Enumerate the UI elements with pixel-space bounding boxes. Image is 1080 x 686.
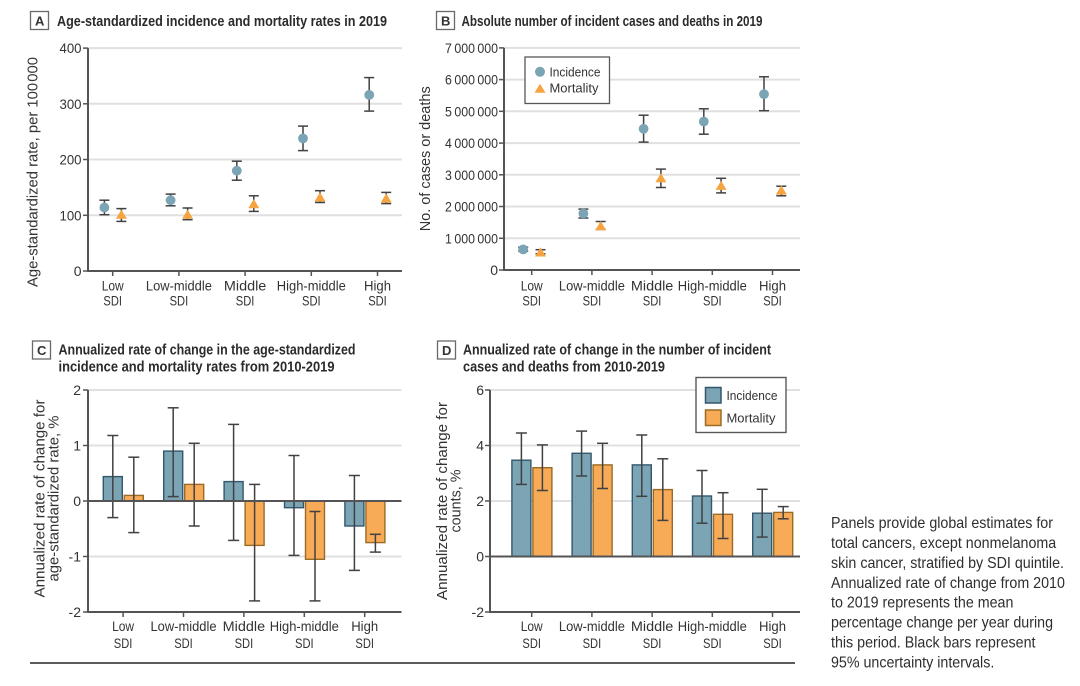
svg-text:Incidence: Incidence: [550, 64, 601, 79]
svg-text:SDI: SDI: [174, 635, 193, 651]
svg-text:this period. Black bars repres: this period. Black bars represent: [831, 635, 1036, 652]
svg-text:Annualized rate of change in t: Annualized rate of change in the age-sta…: [59, 342, 356, 359]
svg-text:B: B: [441, 13, 450, 28]
svg-text:SDI: SDI: [355, 635, 374, 651]
svg-text:SDI: SDI: [703, 292, 722, 308]
svg-text:-1: -1: [69, 549, 82, 565]
svg-text:300: 300: [60, 96, 82, 112]
svg-text:2: 2: [73, 382, 81, 398]
svg-text:Panels provide global estimate: Panels provide global estimates for: [831, 515, 1053, 532]
svg-text:SDI: SDI: [522, 292, 541, 308]
svg-text:Absolute number of incident ca: Absolute number of incident cases and de…: [462, 13, 763, 30]
svg-text:SDI: SDI: [703, 635, 722, 651]
svg-text:4 000 000: 4 000 000: [445, 135, 498, 151]
svg-text:High: High: [759, 278, 786, 294]
svg-text:100: 100: [60, 207, 82, 223]
svg-text:95% uncertainty intervals.: 95% uncertainty intervals.: [831, 654, 994, 671]
svg-text:1: 1: [73, 438, 81, 454]
svg-text:SDI: SDI: [103, 292, 122, 308]
svg-text:Low: Low: [112, 618, 135, 634]
svg-text:Middle: Middle: [223, 618, 266, 634]
svg-text:High: High: [351, 618, 378, 634]
svg-text:SDI: SDI: [643, 635, 662, 651]
svg-text:Mortality: Mortality: [727, 410, 776, 425]
svg-text:-2: -2: [472, 604, 485, 620]
svg-text:Low-middle: Low-middle: [151, 618, 217, 634]
svg-text:Low: Low: [102, 278, 125, 294]
svg-text:SDI: SDI: [643, 292, 662, 308]
svg-text:High-middle: High-middle: [678, 618, 747, 634]
svg-text:1 000 000: 1 000 000: [445, 230, 498, 246]
svg-text:SDI: SDI: [522, 635, 541, 651]
svg-text:5 000 000: 5 000 000: [445, 103, 498, 119]
svg-text:0: 0: [73, 493, 81, 509]
svg-text:cases and deaths from 2010-201: cases and deaths from 2010-2019: [463, 359, 665, 376]
svg-text:counts, %: counts, %: [448, 470, 465, 533]
svg-text:Middle: Middle: [631, 618, 674, 634]
svg-text:No. of cases or deaths: No. of cases or deaths: [417, 86, 434, 231]
svg-text:Low-middle: Low-middle: [146, 278, 212, 294]
svg-text:SDI: SDI: [583, 292, 602, 308]
svg-text:Low-middle: Low-middle: [559, 278, 625, 294]
svg-text:2: 2: [476, 493, 484, 509]
svg-text:SDI: SDI: [170, 292, 189, 308]
svg-text:Annualized rate of change in t: Annualized rate of change in the number …: [463, 342, 771, 359]
svg-text:SDI: SDI: [236, 292, 255, 308]
svg-text:High-middle: High-middle: [678, 278, 747, 294]
svg-text:total cancers, except nonmelan: total cancers, except nonmelanoma: [831, 535, 1056, 552]
svg-text:percentage change per year dur: percentage change per year during: [831, 615, 1053, 632]
svg-text:Middle: Middle: [224, 278, 267, 294]
svg-text:SDI: SDI: [302, 292, 321, 308]
svg-text:D: D: [442, 343, 451, 358]
svg-text:SDI: SDI: [583, 635, 602, 651]
svg-text:High: High: [759, 618, 786, 634]
svg-text:Middle: Middle: [631, 278, 674, 294]
svg-text:Mortality: Mortality: [550, 81, 599, 96]
svg-text:skin cancer, stratified by SDI: skin cancer, stratified by SDI quintile.: [831, 555, 1064, 572]
svg-text:Annualized rate of change for: Annualized rate of change for: [434, 402, 451, 600]
svg-text:0: 0: [490, 262, 498, 278]
svg-text:0: 0: [476, 549, 484, 565]
svg-text:Low-middle: Low-middle: [559, 618, 625, 634]
svg-text:0: 0: [74, 263, 82, 279]
svg-text:Low: Low: [521, 278, 544, 294]
svg-text:3 000 000: 3 000 000: [445, 167, 498, 183]
svg-text:to 2019 represents the mean: to 2019 represents the mean: [831, 595, 1013, 612]
svg-text:6 000 000: 6 000 000: [445, 72, 498, 88]
svg-text:SDI: SDI: [763, 292, 782, 308]
svg-text:Age-standardized incidence and: Age-standardized incidence and mortality…: [57, 13, 387, 30]
svg-text:200: 200: [60, 152, 82, 168]
svg-text:7 000 000: 7 000 000: [445, 40, 498, 56]
svg-text:SDI: SDI: [295, 635, 314, 651]
svg-text:6: 6: [476, 382, 484, 398]
svg-text:SDI: SDI: [763, 635, 782, 651]
svg-text:Low: Low: [521, 618, 544, 634]
svg-text:2 000 000: 2 000 000: [445, 199, 498, 215]
svg-text:4: 4: [476, 438, 484, 454]
svg-text:Annualized rate of change from: Annualized rate of change from 2010: [831, 575, 1065, 592]
svg-text:SDI: SDI: [114, 635, 133, 651]
svg-text:age-standardized rate, %: age-standardized rate, %: [46, 416, 63, 582]
svg-text:High: High: [364, 278, 391, 294]
svg-text:-2: -2: [69, 604, 82, 620]
svg-text:Annualized rate of change for: Annualized rate of change for: [32, 399, 49, 597]
svg-text:SDI: SDI: [368, 292, 387, 308]
svg-text:A: A: [35, 13, 45, 28]
svg-text:Age-standardized rate, per 100: Age-standardized rate, per 100 000: [25, 57, 42, 287]
svg-text:High-middle: High-middle: [277, 278, 346, 294]
svg-text:SDI: SDI: [235, 635, 254, 651]
svg-text:C: C: [37, 343, 47, 358]
svg-text:High-middle: High-middle: [270, 618, 339, 634]
svg-text:Incidence: Incidence: [727, 388, 778, 403]
svg-text:400: 400: [60, 40, 82, 56]
svg-text:incidence and mortality rates: incidence and mortality rates from 2010-…: [59, 359, 335, 376]
